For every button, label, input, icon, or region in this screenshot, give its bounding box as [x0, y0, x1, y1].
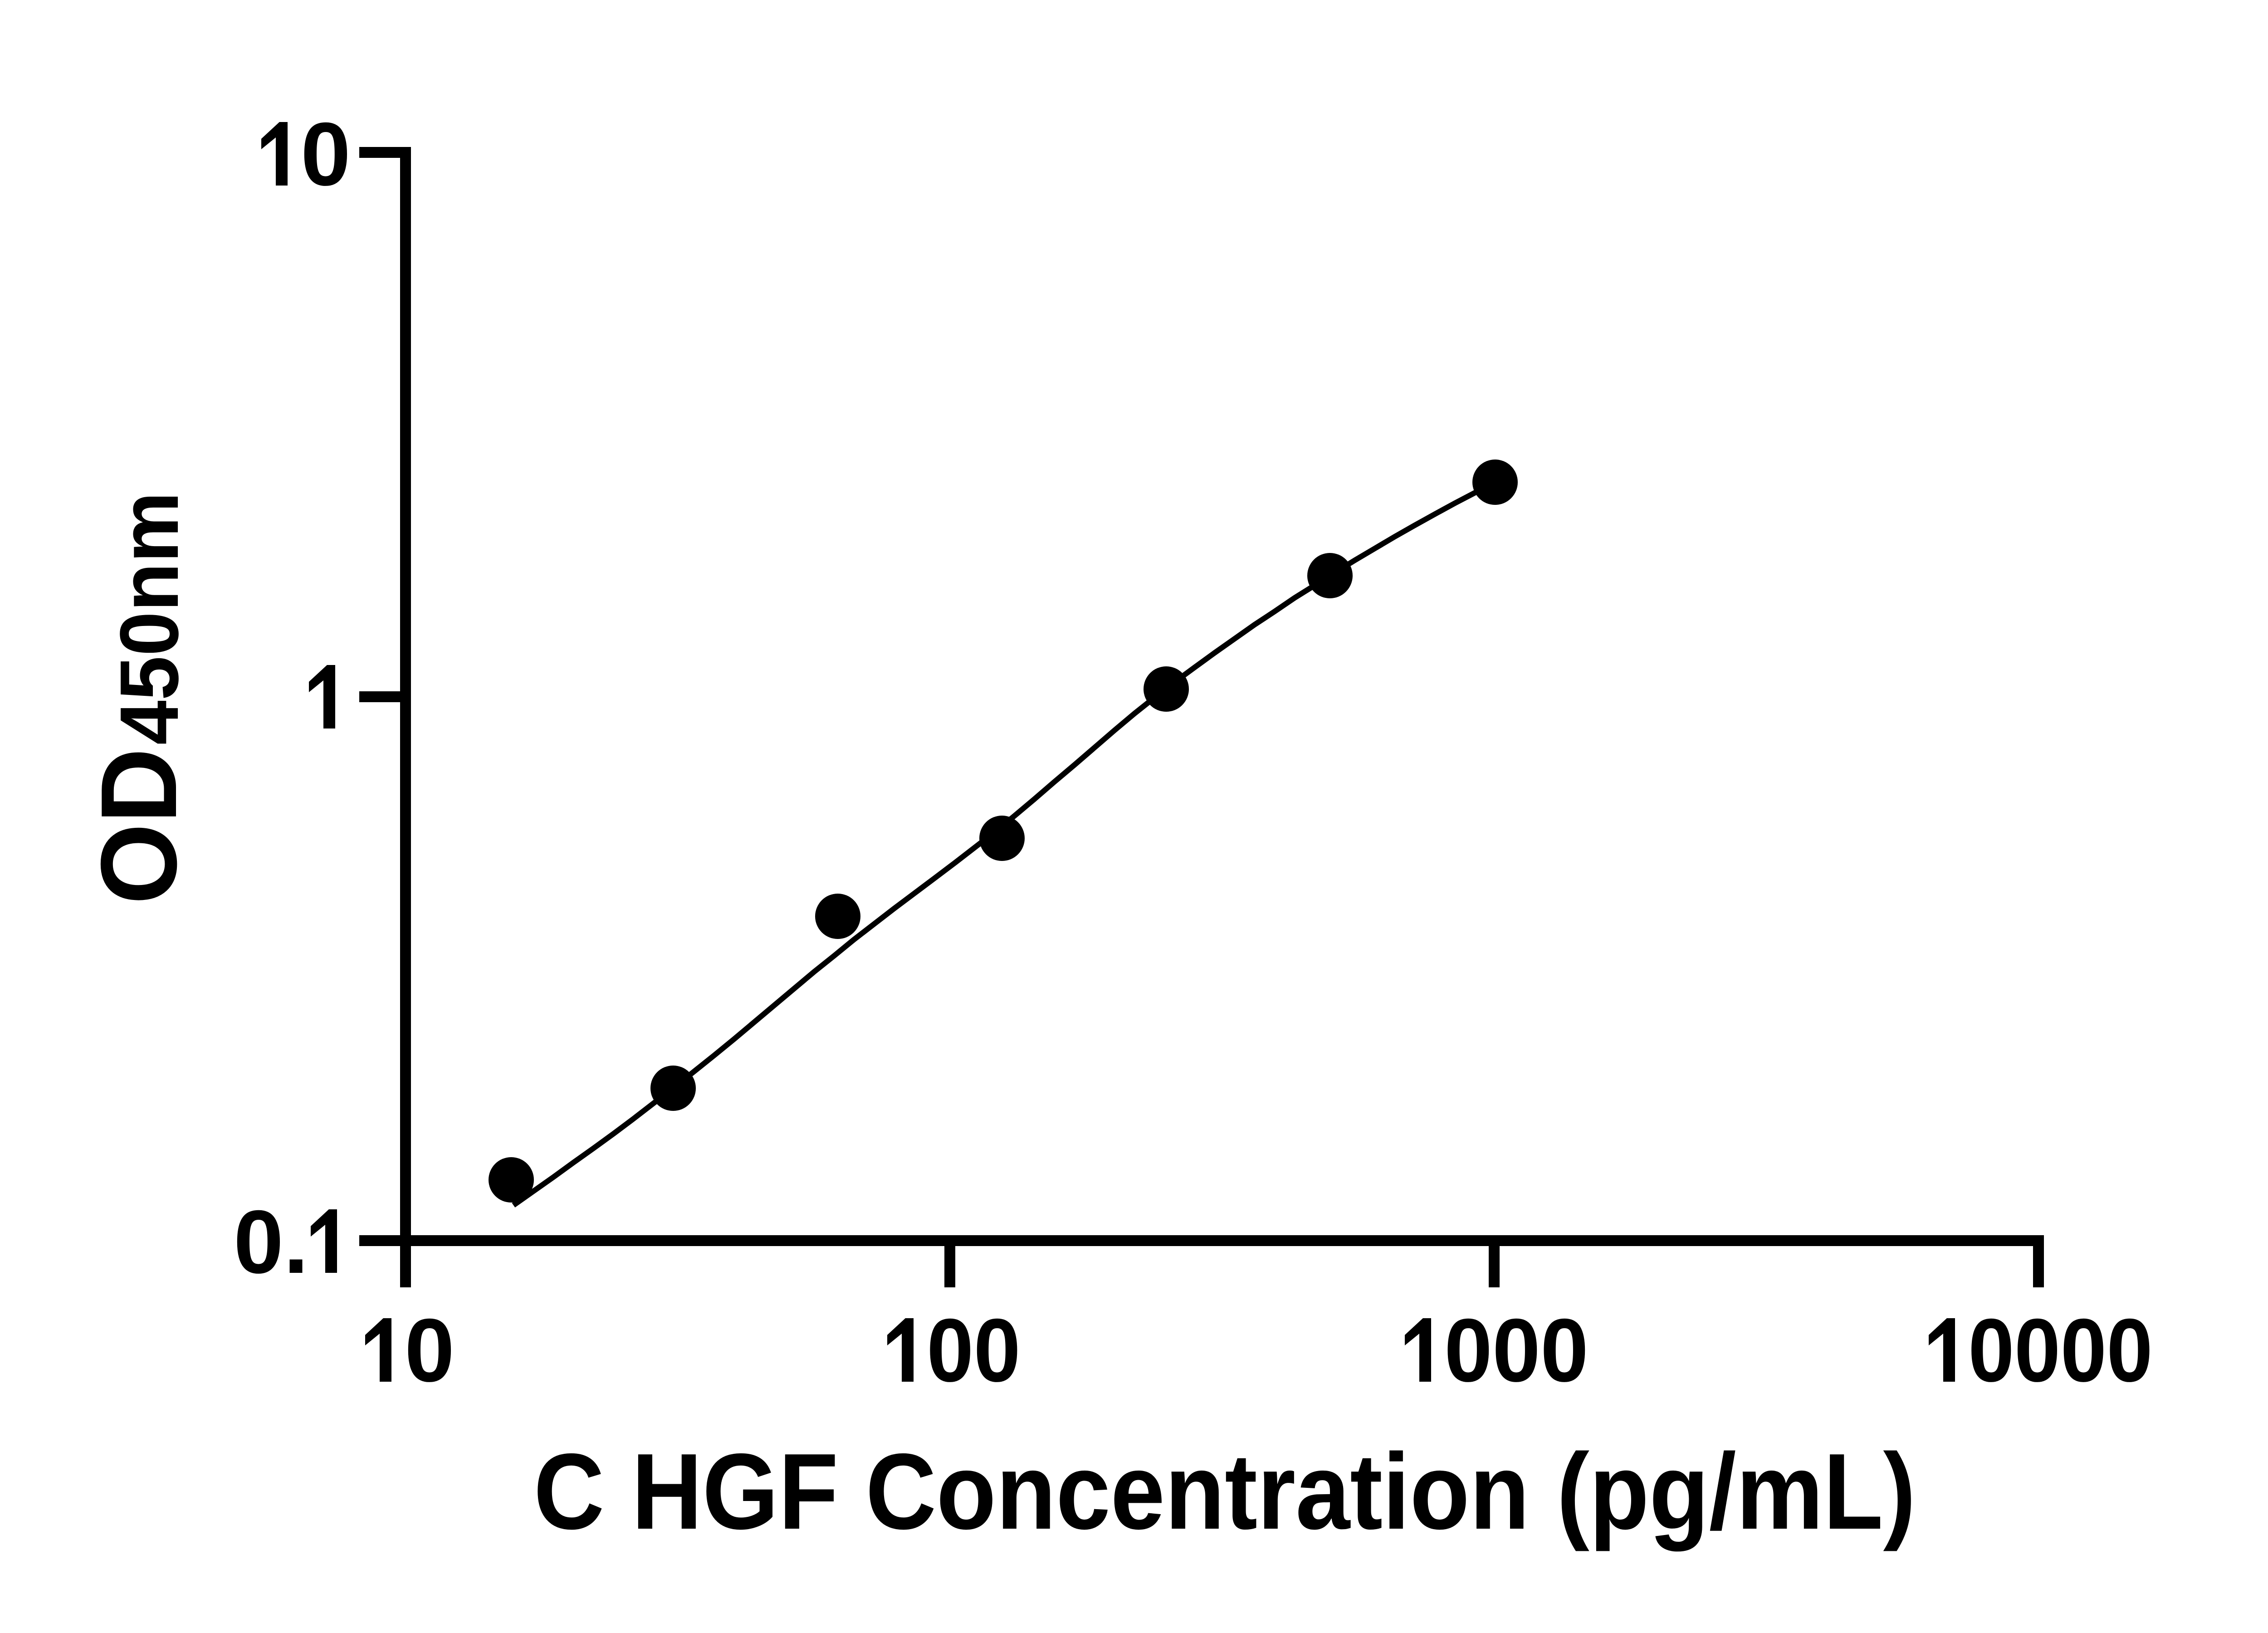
svg-text:00: 00	[927, 1300, 1021, 1400]
svg-text:0: 0	[301, 104, 351, 204]
svg-text:450nm: 450nm	[103, 492, 196, 745]
svg-text:C HGF Concentration (pg/mL): C HGF Concentration (pg/mL)	[534, 1432, 1916, 1552]
svg-text:OD: OD	[79, 748, 199, 905]
svg-text:000: 000	[1444, 1300, 1589, 1400]
svg-text:0000: 0000	[1968, 1300, 2153, 1400]
svg-text:0: 0	[405, 1300, 455, 1400]
svg-text:0.: 0.	[234, 1192, 308, 1292]
